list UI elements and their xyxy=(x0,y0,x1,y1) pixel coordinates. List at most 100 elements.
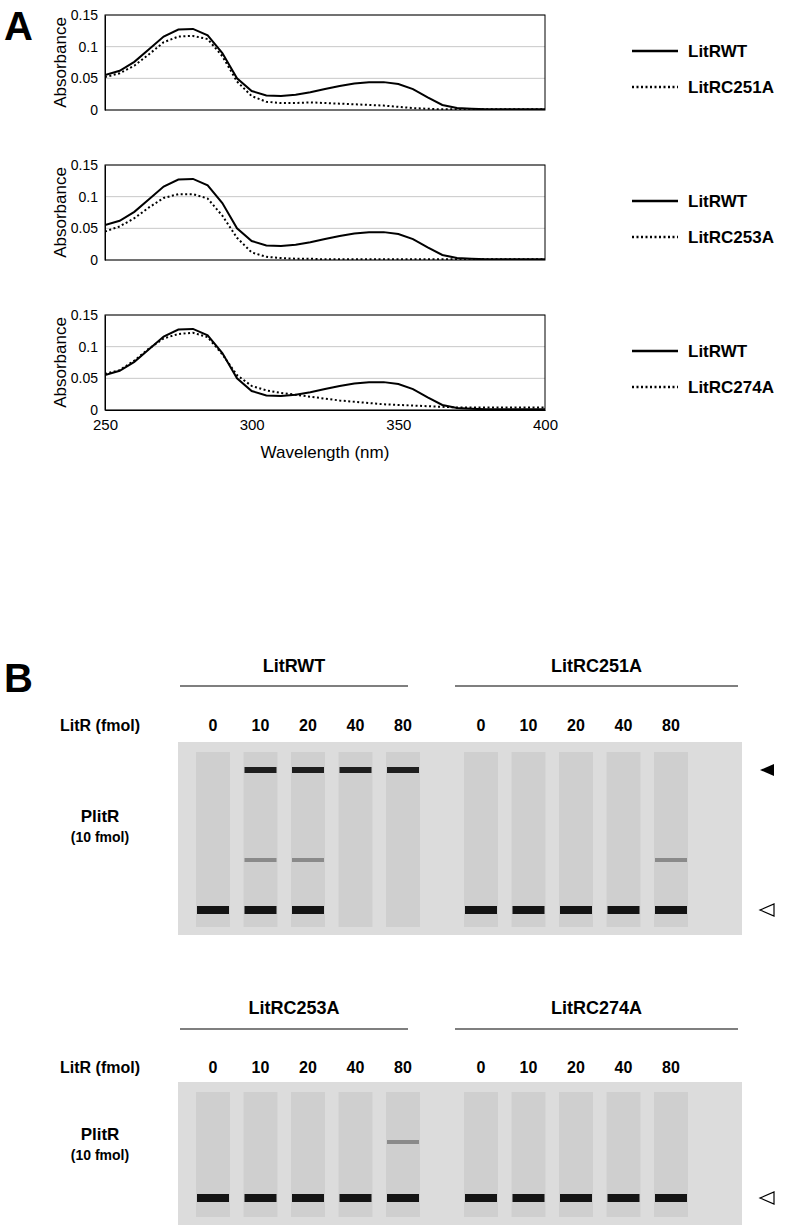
lane-amount: 40 xyxy=(347,717,365,734)
tick: 0.05 xyxy=(71,220,105,236)
lanes-label: LitR (fmol) xyxy=(60,1059,140,1076)
lane-amount: 80 xyxy=(662,1059,680,1076)
free-probe-band xyxy=(465,906,497,914)
tick-label: 300 xyxy=(240,416,265,433)
group-label: LitRC274A xyxy=(551,998,642,1018)
panel-label: B xyxy=(4,656,33,700)
free-probe-band xyxy=(387,1194,419,1202)
lane-amount: 0 xyxy=(209,717,218,734)
chart: 0 0.05 0.1 0.15Absorbance LitRWT LitRC251A xyxy=(51,7,774,118)
complex-arrowhead xyxy=(760,764,774,776)
group-rule xyxy=(180,1028,408,1029)
gel-lane xyxy=(654,1092,688,1217)
tick-label: 0.15 xyxy=(71,157,98,173)
tick-label: 400 xyxy=(533,416,558,433)
legend-swatch xyxy=(632,386,678,389)
gel-image xyxy=(178,1082,742,1225)
tick-label: 0.15 xyxy=(71,307,98,323)
gel-lane xyxy=(512,752,546,927)
gel-lane xyxy=(607,1092,641,1217)
tick: 0 xyxy=(90,102,105,118)
lane-amount: 20 xyxy=(299,717,317,734)
free-probe-band xyxy=(560,906,592,914)
lane-amount: 0 xyxy=(477,1059,486,1076)
gel-lane xyxy=(559,752,593,927)
lane-amount: 40 xyxy=(615,717,633,734)
plot-frame xyxy=(105,15,545,110)
legend-label: LitRC251A xyxy=(688,78,774,97)
gel-lane xyxy=(339,752,373,927)
gel-panel: LitR (fmol)PlitR(10 fmol)LitRWT010204080… xyxy=(60,656,774,935)
free-probe-band xyxy=(655,1194,687,1202)
tick: 0.05 xyxy=(71,370,105,386)
tick: 0.1 xyxy=(79,39,105,55)
grid-line xyxy=(105,46,545,47)
lane-amount: 0 xyxy=(209,1059,218,1076)
intermediate-band xyxy=(292,858,324,862)
tick: 300 xyxy=(240,410,265,433)
tick-label: 0.1 xyxy=(79,339,99,355)
probe-amount: (10 fmol) xyxy=(71,1147,129,1163)
group-rule xyxy=(180,685,408,686)
plot-frame xyxy=(105,165,545,260)
tick-label: 0.05 xyxy=(71,370,98,386)
series-line xyxy=(105,333,545,408)
lane-amount: 0 xyxy=(477,717,486,734)
axis-line xyxy=(106,410,546,411)
intermediate-band xyxy=(655,858,687,862)
tick-label: 250 xyxy=(93,416,118,433)
free-probe-band xyxy=(245,906,277,914)
gel-lane xyxy=(607,752,641,927)
figure: AB00.050.10.15AbsorbanceLitRWTLitRC251A0… xyxy=(0,0,800,1230)
gel-lane xyxy=(464,1092,498,1217)
axis-line xyxy=(105,316,106,411)
plot-area xyxy=(105,179,545,259)
legend: LitRWTLitRC274A xyxy=(632,342,774,397)
legend: LitRWT LitRC251A xyxy=(632,42,774,97)
legend-swatch xyxy=(632,200,678,203)
axis-line xyxy=(105,16,106,111)
y-axis-label: Absorbance xyxy=(51,17,70,108)
tick: 0 xyxy=(90,252,105,268)
free-probe-band xyxy=(292,1194,324,1202)
y-axis-label: Absorbance xyxy=(51,167,70,258)
x-axis: 250 300 350 400 xyxy=(93,410,558,433)
lane-amount: 40 xyxy=(347,1059,365,1076)
gel-lane xyxy=(244,752,278,927)
complex-band xyxy=(245,767,277,773)
complex-band xyxy=(292,767,324,773)
free-probe-band xyxy=(608,1194,640,1202)
tick-label: 0 xyxy=(90,252,98,268)
series-line xyxy=(105,179,545,259)
gel-lane xyxy=(196,752,230,927)
tick-label: 350 xyxy=(386,416,411,433)
gel-lane xyxy=(386,1092,420,1217)
tick: 0.1 xyxy=(79,339,105,355)
axis-line xyxy=(105,166,106,261)
chart: 0 0.05 0.1 0.15Absorbance LitRWTLitRC253A xyxy=(51,157,774,268)
free-probe-band xyxy=(560,1194,592,1202)
tick-label: 0.05 xyxy=(71,70,98,86)
legend-swatch xyxy=(632,236,678,239)
tick-label: 0.1 xyxy=(79,189,99,205)
free-probe-band xyxy=(340,1194,372,1202)
gel-lane xyxy=(291,1092,325,1217)
gel-lane xyxy=(464,752,498,927)
tick: 250 xyxy=(93,410,118,433)
tick: 0.15 xyxy=(71,157,105,173)
free-probe-band xyxy=(513,1194,545,1202)
tick: 0.15 xyxy=(71,7,105,23)
tick-label: 0 xyxy=(90,102,98,118)
legend-swatch xyxy=(632,350,678,353)
lane-amount: 80 xyxy=(394,717,412,734)
probe-amount: (10 fmol) xyxy=(71,829,129,845)
legend-label: LitRWT xyxy=(688,42,748,61)
legend: LitRWTLitRC253A xyxy=(632,192,774,247)
grid-line xyxy=(105,378,545,379)
grid-line xyxy=(105,196,545,197)
lane-amount: 20 xyxy=(567,717,585,734)
tick: 350 xyxy=(386,410,411,433)
plot-area xyxy=(105,329,545,409)
probe-label: PlitR xyxy=(81,807,120,826)
lane-amount: 80 xyxy=(662,717,680,734)
